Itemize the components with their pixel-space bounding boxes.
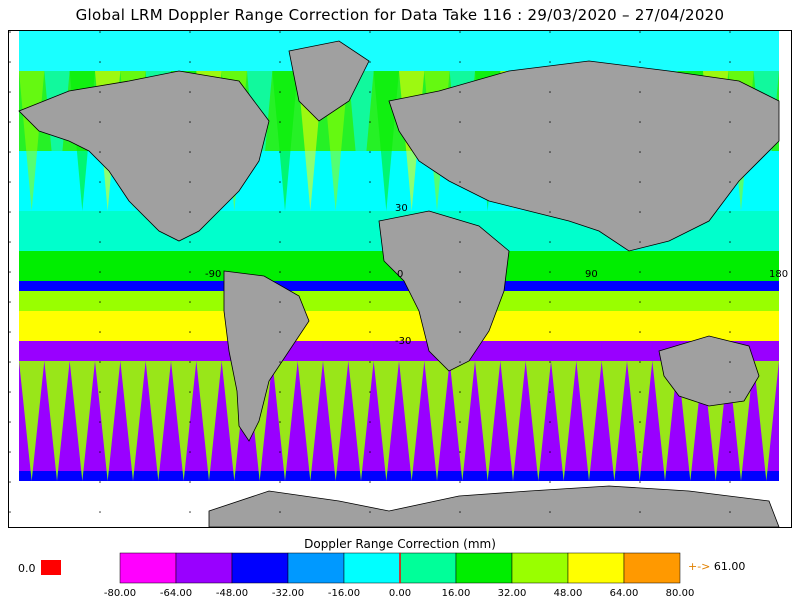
colorbar-tick-label: 32.00 [497, 588, 527, 599]
colorbar-tick-label: 48.00 [553, 588, 583, 599]
colorbar-tick-label: 0.00 [388, 588, 412, 599]
colorbar-segment [231, 552, 289, 584]
colorbar-segment [567, 552, 625, 584]
lon-label-0: 0 [397, 269, 403, 280]
colorbar-segment [623, 552, 681, 584]
colorbar-tick-label: 64.00 [609, 588, 639, 599]
map-title: Global LRM Doppler Range Correction for … [75, 6, 725, 24]
colorbar-tick-label: -48.00 [215, 588, 249, 599]
lat-label-minus-30: -30 [395, 336, 411, 347]
map-frame: 30 -30 -90 0 90 180 [8, 30, 792, 528]
max-value: 61.00 [713, 560, 746, 573]
colorbar-tick-label: -16.00 [327, 588, 361, 599]
colorbar-title: Doppler Range Correction (mm) [304, 537, 496, 551]
colorbar [119, 552, 681, 584]
colorbar-segment [511, 552, 569, 584]
max-value-label: +-> 61.00 [688, 560, 745, 573]
colorbar-segment [343, 552, 401, 584]
lon-label-90: 90 [585, 269, 598, 280]
lat-label-30: 30 [395, 203, 408, 214]
colorbar-segment [455, 552, 513, 584]
doppler-map: 30 -30 -90 0 90 180 [9, 31, 791, 527]
colorbar-segment [399, 552, 457, 584]
colorbar-segment [175, 552, 233, 584]
lon-label-180: 180 [769, 269, 788, 280]
colorbar-tick-label: -64.00 [159, 588, 193, 599]
lon-label-minus-90: -90 [205, 269, 221, 280]
colorbar-tick-label: -80.00 [103, 588, 137, 599]
colorbar-segment [119, 552, 177, 584]
colorbar-tick-label: 80.00 [665, 588, 695, 599]
colorbar-segment [287, 552, 345, 584]
colorbar-tick-label: -32.00 [271, 588, 305, 599]
max-arrow: +-> [688, 560, 711, 573]
min-value-label: 0.0 [18, 562, 36, 575]
colorbar-tick-label: 16.00 [441, 588, 471, 599]
min-color-swatch [41, 560, 61, 575]
